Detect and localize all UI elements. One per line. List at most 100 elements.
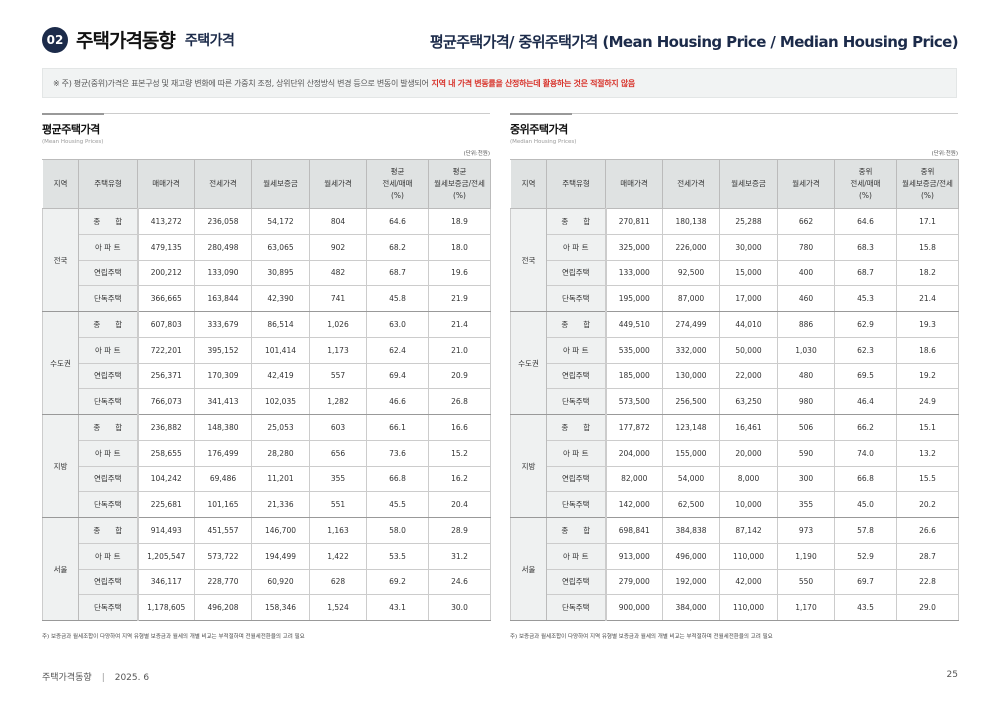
column-header: 지역 xyxy=(42,159,79,209)
value-cell: 28.7 xyxy=(896,542,959,570)
value-cell: 279,000 xyxy=(605,568,663,596)
value-cell: 21,336 xyxy=(251,491,310,518)
value-cell: 22.8 xyxy=(896,568,959,596)
table-row: 아 파 트 1,205,547 573,722 194,499 1,422 53.5 31.… xyxy=(43,542,491,570)
value-cell: 535,000 xyxy=(605,336,663,364)
value-cell: 133,090 xyxy=(194,259,252,287)
region-cell: 수도권 xyxy=(510,311,547,415)
value-cell: 54,172 xyxy=(251,208,310,235)
value-cell: 44,010 xyxy=(719,311,778,338)
table-row: 연립주택 133,000 92,500 15,000 400 68.7 18.2 xyxy=(511,259,959,287)
value-cell: 130,000 xyxy=(662,362,720,390)
value-cell: 1,178,605 xyxy=(137,594,195,621)
value-cell: 177,872 xyxy=(605,414,663,441)
housing-type-cell: 연립주택 xyxy=(546,362,607,390)
value-cell: 101,414 xyxy=(251,336,310,364)
value-cell: 26.8 xyxy=(428,388,491,415)
value-cell: 86,514 xyxy=(251,311,310,338)
value-cell: 69.2 xyxy=(366,568,429,596)
section-subtitle: (Median Housing Prices) xyxy=(510,139,577,145)
value-cell: 58.0 xyxy=(366,517,429,544)
value-cell: 913,000 xyxy=(605,542,663,570)
table-row: 연립주택 256,371 170,309 42,419 557 69.4 20.9 xyxy=(43,362,491,390)
housing-type-cell: 단독주택 xyxy=(78,594,139,621)
value-cell: 1,422 xyxy=(309,542,367,570)
value-cell: 64.6 xyxy=(834,208,897,235)
value-cell: 185,000 xyxy=(605,362,663,390)
value-cell: 87,000 xyxy=(662,285,720,312)
table-row: 연립주택 200,212 133,090 30,895 482 68.7 19.6 xyxy=(43,259,491,287)
value-cell: 506 xyxy=(777,414,835,441)
value-cell: 482 xyxy=(309,259,367,287)
table-row: 서울 종 합 698,841 384,838 87,142 973 57.8 26.6 xyxy=(510,517,959,621)
value-cell: 886 xyxy=(777,311,835,338)
housing-type-cell: 아 파 트 xyxy=(546,439,607,467)
table-row: 연립주택 185,000 130,000 22,000 480 69.5 19.2 xyxy=(511,362,959,390)
table-row: 아 파 트 325,000 226,000 30,000 780 68.3 15.8 xyxy=(511,233,959,261)
housing-type-cell: 아 파 트 xyxy=(78,336,139,364)
section-divider xyxy=(510,113,958,115)
value-cell: 24.9 xyxy=(896,388,959,415)
value-cell: 590 xyxy=(777,439,835,467)
housing-type-cell: 단독주택 xyxy=(78,285,139,312)
value-cell: 332,000 xyxy=(662,336,720,364)
chapter-title: 주택가격동향 xyxy=(76,30,176,52)
value-cell: 21.4 xyxy=(896,285,959,312)
value-cell: 66.8 xyxy=(366,465,429,493)
value-cell: 63.0 xyxy=(366,311,429,338)
value-cell: 53.5 xyxy=(366,542,429,570)
value-cell: 607,803 xyxy=(137,311,195,338)
value-cell: 698,841 xyxy=(605,517,663,544)
value-cell: 30,000 xyxy=(719,233,778,261)
value-cell: 449,510 xyxy=(605,311,663,338)
value-cell: 69.4 xyxy=(366,362,429,390)
housing-type-cell: 아 파 트 xyxy=(546,542,607,570)
column-header: 평균 전세/매매 (%) xyxy=(366,159,429,209)
value-cell: 170,309 xyxy=(194,362,252,390)
value-cell: 62,500 xyxy=(662,491,720,518)
housing-type-cell: 연립주택 xyxy=(78,362,139,390)
table-row: 단독주택 142,000 62,500 10,000 355 45.0 20.2 xyxy=(511,491,959,518)
region-cell: 전국 xyxy=(42,208,79,312)
value-cell: 180,138 xyxy=(662,208,720,235)
header-row: 지역 주택유형 매매가격 전세가격 월세보증금 월세가격 평균 전세/매매 (%) 평균 월세… xyxy=(42,159,491,209)
value-cell: 45.5 xyxy=(366,491,429,518)
value-cell: 155,000 xyxy=(662,439,720,467)
value-cell: 42,419 xyxy=(251,362,310,390)
table-row: 전국 종 합 270,811 180,138 25,288 662 64.6 17.1 xyxy=(510,208,959,312)
value-cell: 280,498 xyxy=(194,233,252,261)
value-cell: 366,665 xyxy=(137,285,195,312)
housing-type-cell: 종 합 xyxy=(546,517,607,544)
housing-type-cell: 종 합 xyxy=(546,208,607,235)
value-cell: 21.0 xyxy=(428,336,491,364)
value-cell: 148,380 xyxy=(194,414,252,441)
housing-type-cell: 아 파 트 xyxy=(546,233,607,261)
table-row: 수도권 종 합 449,510 274,499 44,010 886 62.9 19.3 xyxy=(510,311,959,415)
column-header: 전세가격 xyxy=(662,159,720,209)
value-cell: 63,065 xyxy=(251,233,310,261)
mean-footnote: 주) 보증금과 월세조합이 다양하여 지역 유형별 보증금과 월세의 개별 비교… xyxy=(42,634,305,640)
value-cell: 551 xyxy=(309,491,367,518)
value-cell: 104,242 xyxy=(137,465,195,493)
value-cell: 123,148 xyxy=(662,414,720,441)
value-cell: 741 xyxy=(309,285,367,312)
value-cell: 236,058 xyxy=(194,208,252,235)
mean-section-header: 평균주택가격 (Mean Housing Prices) (단위:천원) xyxy=(42,113,490,157)
region-cell: 전국 xyxy=(510,208,547,312)
table-row: 연립주택 104,242 69,486 11,201 355 66.8 16.2 xyxy=(43,465,491,493)
median-section-header: 중위주택가격 (Median Housing Prices) (단위:천원) xyxy=(510,113,958,157)
region-cell: 수도권 xyxy=(42,311,79,415)
value-cell: 226,000 xyxy=(662,233,720,261)
table-row: 연립주택 346,117 228,770 60,920 628 69.2 24.6 xyxy=(43,568,491,596)
value-cell: 17.1 xyxy=(896,208,959,235)
value-cell: 16.2 xyxy=(428,465,491,493)
column-header: 매매가격 xyxy=(605,159,663,209)
value-cell: 60,920 xyxy=(251,568,310,596)
value-cell: 66.2 xyxy=(834,414,897,441)
housing-type-cell: 연립주택 xyxy=(78,259,139,287)
page-footer: 주택가격동향 | 2025. 6 xyxy=(42,670,149,683)
housing-type-cell: 단독주택 xyxy=(546,491,607,518)
median-footnote: 주) 보증금과 월세조합이 다양하여 지역 유형별 보증금과 월세의 개별 비교… xyxy=(510,634,773,640)
value-cell: 15.5 xyxy=(896,465,959,493)
value-cell: 384,000 xyxy=(662,594,720,621)
